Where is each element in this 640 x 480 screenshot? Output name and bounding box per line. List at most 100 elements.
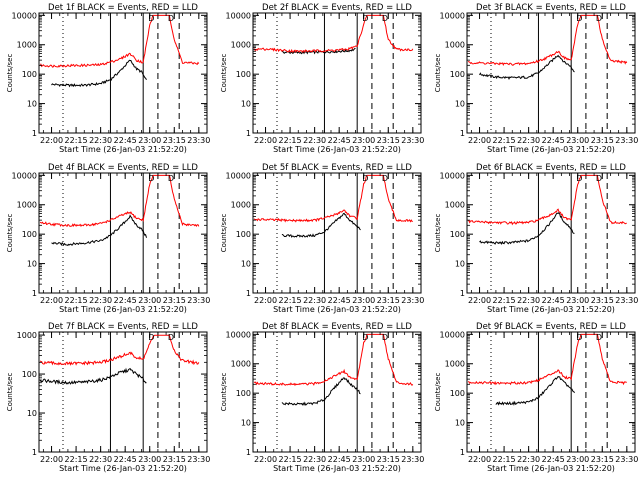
- y-tick-label: 1000: [445, 41, 465, 50]
- x-tick-label: 22:30: [89, 136, 112, 145]
- y-tick-label: 1: [460, 289, 465, 298]
- plot-frame: [38, 331, 208, 453]
- y-axis-label: Counts/sec: [6, 373, 14, 412]
- attenuator-marker-label: D: [576, 14, 582, 23]
- x-tick-label: 23:30: [187, 296, 210, 305]
- y-axis-label: Counts/sec: [6, 54, 14, 93]
- x-tick-label: 23:30: [615, 136, 638, 145]
- y-axis-label: Counts/sec: [220, 373, 228, 412]
- attenuator-marker-label: D: [168, 333, 174, 342]
- attenuator-marker-label: D: [576, 333, 582, 342]
- y-tick-label: 10: [241, 260, 251, 269]
- y-tick-label: 1: [32, 448, 37, 457]
- x-axis-label: Start Time (26-Jan-03 21:52:20): [487, 305, 615, 314]
- lld-curve: [467, 14, 628, 66]
- y-axis-label: Counts/sec: [220, 54, 228, 93]
- events-curve: [479, 54, 575, 80]
- y-tick-label: 1000: [17, 201, 37, 210]
- lld-curve: [253, 333, 414, 387]
- x-tick-label: 22:15: [65, 455, 88, 464]
- x-tick-label: 22:30: [303, 296, 326, 305]
- chart-title: Det 3f BLACK = Events, RED = LLD: [476, 3, 626, 13]
- attenuator-marker-label: D: [148, 14, 154, 23]
- y-tick-label: 10000: [12, 11, 37, 20]
- x-axis-label: Start Time (26-Jan-03 21:52:20): [273, 145, 401, 154]
- x-axis-label: Start Time (26-Jan-03 21:52:20): [59, 145, 187, 154]
- y-tick-label: 100: [236, 70, 251, 79]
- x-tick-label: 22:30: [517, 296, 540, 305]
- attenuator-marker-label: D: [168, 14, 174, 23]
- y-tick-label: 1: [32, 129, 37, 138]
- x-tick-label: 22:45: [114, 455, 137, 464]
- attenuator-marker-label: D: [382, 333, 388, 342]
- x-tick-label: 23:15: [591, 136, 614, 145]
- x-tick-label: 23:15: [377, 136, 400, 145]
- attenuator-marker-label: D: [148, 333, 154, 342]
- x-tick-label: 23:15: [163, 455, 186, 464]
- y-tick-label: 10000: [440, 330, 465, 339]
- attenuator-marker-label: D: [362, 174, 368, 183]
- x-tick-label: 23:15: [591, 296, 614, 305]
- attenuator-marker-label: D: [362, 14, 368, 23]
- y-axis-label: Counts/sec: [434, 373, 442, 412]
- x-tick-label: 22:15: [65, 296, 88, 305]
- y-tick-label: 10: [241, 100, 251, 109]
- y-tick-label: 10000: [12, 171, 37, 180]
- x-tick-label: 23:30: [401, 296, 424, 305]
- x-tick-label: 22:15: [493, 136, 516, 145]
- attenuator-marker-label: D: [168, 174, 174, 183]
- y-tick-label: 10: [455, 100, 465, 109]
- attenuator-marker-label: D: [148, 174, 154, 183]
- x-tick-label: 22:45: [542, 296, 565, 305]
- x-tick-label: 22:15: [279, 296, 302, 305]
- attenuator-marker-label: D: [576, 174, 582, 183]
- x-tick-label: 23:15: [377, 296, 400, 305]
- x-tick-label: 22:00: [468, 136, 491, 145]
- y-tick-label: 1000: [231, 41, 251, 50]
- x-axis-label: Start Time (26-Jan-03 21:52:20): [273, 464, 401, 473]
- y-tick-label: 10000: [440, 171, 465, 180]
- y-tick-label: 1000: [17, 331, 37, 340]
- y-axis-label: Counts/sec: [434, 214, 442, 253]
- x-axis-label: Start Time (26-Jan-03 21:52:20): [59, 464, 187, 473]
- x-tick-label: 23:00: [138, 136, 161, 145]
- y-tick-label: 10000: [226, 11, 251, 20]
- y-tick-label: 100: [450, 389, 465, 398]
- events-curve: [281, 212, 361, 238]
- x-tick-label: 23:00: [566, 136, 589, 145]
- chart-title: Det 7f BLACK = Events, RED = LLD: [48, 322, 198, 332]
- x-tick-label: 23:30: [187, 455, 210, 464]
- chart-title: Det 8f BLACK = Events, RED = LLD: [262, 322, 412, 332]
- x-tick-label: 23:30: [615, 296, 638, 305]
- events-curve: [51, 214, 147, 247]
- attenuator-marker-label: D: [596, 174, 602, 183]
- y-tick-label: 1000: [445, 360, 465, 369]
- x-tick-label: 22:30: [89, 455, 112, 464]
- lld-curve: [39, 14, 200, 68]
- x-tick-label: 22:45: [114, 296, 137, 305]
- x-tick-label: 22:30: [517, 136, 540, 145]
- plot-frame: [466, 331, 636, 453]
- lld-curve: [468, 333, 627, 386]
- chart-title: Det 5f BLACK = Events, RED = LLD: [262, 163, 412, 173]
- attenuator-marker-label: D: [596, 333, 602, 342]
- attenuator-marker-label: D: [382, 14, 388, 23]
- x-tick-label: 22:30: [303, 455, 326, 464]
- x-tick-label: 23:15: [377, 455, 400, 464]
- x-tick-label: 22:15: [493, 296, 516, 305]
- events-curve: [51, 59, 147, 88]
- attenuator-marker-label: D: [362, 333, 368, 342]
- y-tick-label: 100: [22, 70, 37, 79]
- x-tick-label: 22:15: [493, 455, 516, 464]
- x-tick-label: 22:45: [328, 136, 351, 145]
- x-tick-label: 23:00: [352, 136, 375, 145]
- y-tick-label: 100: [236, 389, 251, 398]
- x-tick-label: 23:15: [591, 455, 614, 464]
- x-tick-label: 23:30: [401, 136, 424, 145]
